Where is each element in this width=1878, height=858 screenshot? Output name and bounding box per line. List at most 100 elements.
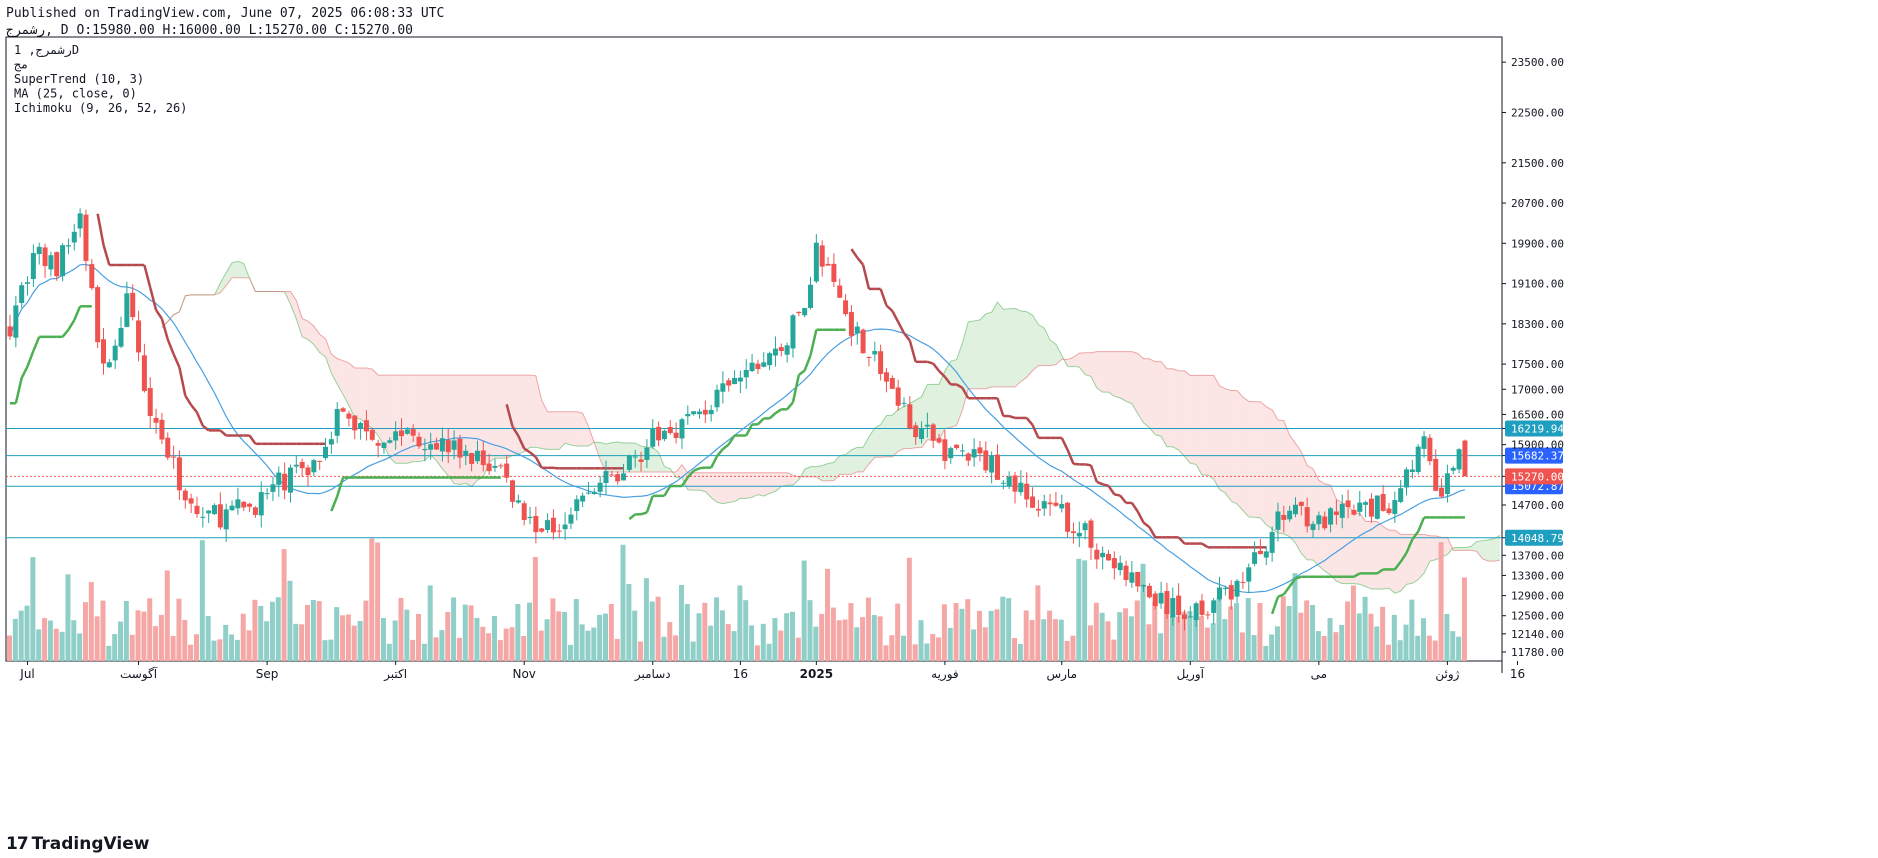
volume-bar <box>369 538 375 661</box>
candle-body <box>732 377 738 385</box>
volume-bar <box>468 605 474 661</box>
candle-body <box>556 530 562 532</box>
supertrend-segment <box>1277 593 1285 598</box>
volume-bar <box>971 629 977 661</box>
candle-body <box>89 264 95 289</box>
price-axis: 11780.00 12140.00 12500.00 12900.00 13300.00… <box>1502 56 1564 659</box>
cloud-segment <box>1307 465 1314 561</box>
candle-body <box>1339 503 1345 518</box>
candle-body <box>1217 587 1223 600</box>
cloud-segment <box>530 375 536 448</box>
candle-body <box>1094 549 1100 560</box>
supertrend-segment <box>1066 449 1075 465</box>
candle-body <box>223 509 229 530</box>
cloud-segment <box>1342 502 1349 584</box>
volume-bar <box>749 625 755 661</box>
cloud-segment <box>1377 521 1384 590</box>
candle-body <box>708 409 714 415</box>
supertrend-segment <box>1201 542 1209 549</box>
time-label: دسامبر <box>634 667 671 682</box>
supertrend-segment <box>1119 494 1128 504</box>
supertrend-segment <box>663 485 672 497</box>
supertrend-segment <box>903 332 911 342</box>
volume-bar <box>269 601 275 661</box>
candle-body <box>878 351 884 374</box>
cloud-segment <box>781 472 788 487</box>
time-label: Jul <box>19 667 34 681</box>
candle-body <box>609 474 615 476</box>
volume-bar <box>439 630 445 661</box>
volume-bar <box>1263 645 1269 661</box>
supertrend-segment <box>727 434 736 446</box>
volume-bar <box>211 640 217 661</box>
candles <box>7 208 1468 631</box>
candle-body <box>872 351 878 355</box>
supertrend-segment <box>96 213 105 246</box>
volume-bar <box>118 621 124 661</box>
cloud-segment <box>1295 443 1302 554</box>
supertrend-segment <box>1060 437 1069 451</box>
supertrend-segment <box>1114 493 1121 497</box>
published-header: Published on TradingView.com, June 07, 2… <box>6 6 445 21</box>
supertrend-segment <box>1353 572 1361 578</box>
volume-bar <box>375 542 381 661</box>
candle-body <box>1146 585 1152 598</box>
candle-body <box>1129 572 1135 583</box>
cloud-segment <box>553 411 560 450</box>
candle-body <box>825 263 831 266</box>
candle-body <box>30 253 36 280</box>
supertrend-segment <box>927 360 934 365</box>
candle-body <box>1199 600 1205 615</box>
cloud-segment <box>991 302 998 387</box>
cloud-segment <box>816 465 823 481</box>
cloud-segment <box>1476 540 1483 559</box>
candle-body <box>217 504 223 528</box>
cloud-segment <box>1318 480 1325 572</box>
candle-body <box>1211 600 1217 613</box>
candle-body <box>171 456 177 458</box>
cloud-segment <box>950 359 957 428</box>
candle-body <box>790 315 796 349</box>
price-label: 12140.00 <box>1511 628 1564 641</box>
cloud-segment <box>343 360 349 406</box>
candle-body <box>1076 532 1082 537</box>
cloud-segment <box>728 472 735 503</box>
cloud-segment <box>1242 397 1249 517</box>
tradingview-logo[interactable]: 17 TradingView <box>6 834 149 854</box>
candle-body <box>358 422 364 429</box>
cloud-segment <box>237 261 244 278</box>
candle-body <box>667 426 673 434</box>
volume-bar <box>1356 613 1362 661</box>
ma-line <box>9 263 1466 594</box>
candle-body <box>1152 593 1158 607</box>
candle-body <box>591 491 597 494</box>
candle-body <box>1333 511 1339 515</box>
candle-body <box>1193 603 1199 621</box>
volume-bar <box>801 560 807 661</box>
candle-body <box>1030 496 1036 508</box>
candle-body <box>843 300 849 315</box>
cloud-segment <box>1126 351 1132 404</box>
volume-bar <box>959 608 965 661</box>
candle-body <box>650 428 656 447</box>
candle-body <box>778 347 784 351</box>
cloud-segment <box>792 475 799 486</box>
supertrend-segment <box>1376 568 1384 575</box>
volume-bar <box>416 614 422 661</box>
volume-bar <box>77 633 83 661</box>
price-label-bg <box>1505 468 1563 485</box>
volume-bar <box>1362 596 1368 661</box>
cloud-segment <box>226 262 233 286</box>
candle-body <box>334 409 340 436</box>
time-label: Nov <box>512 667 535 681</box>
cloud-segment <box>1231 390 1238 504</box>
volume-bar <box>515 603 521 661</box>
cloud-segment <box>424 375 431 461</box>
cloud-segment <box>1015 308 1021 387</box>
candle-body <box>901 402 907 404</box>
cloud-segment <box>232 261 238 278</box>
supertrend-segment <box>938 370 946 378</box>
volume-bar <box>982 627 988 661</box>
legend-line: رشمرج, 1D <box>14 43 79 58</box>
